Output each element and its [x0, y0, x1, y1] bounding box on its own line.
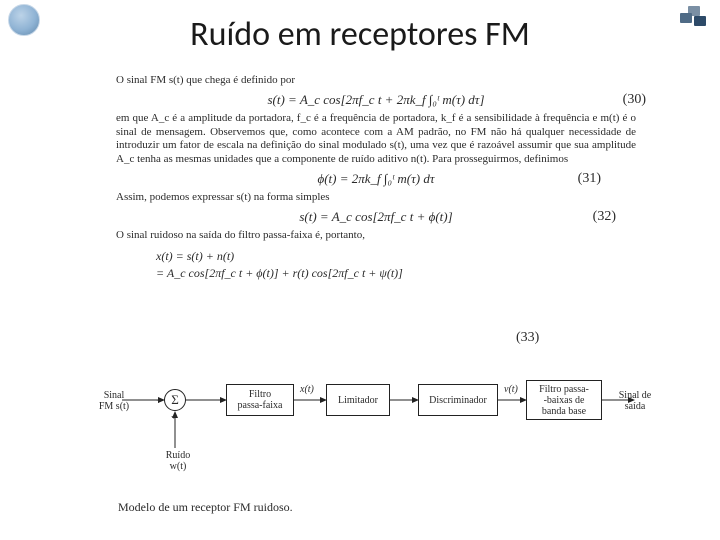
page-title: Ruído em receptores FM — [0, 14, 720, 55]
summing-junction: Σ — [164, 389, 186, 411]
sum-symbol: Σ — [171, 392, 179, 408]
equation-31: ϕ(t) = 2πk_f ∫₀ᵗ m(τ) dτ (31) — [116, 171, 636, 187]
equation-33b: = A_c cos[2πf_c t + ϕ(t)] + r(t) cos[2πf… — [156, 265, 636, 282]
equation-32-expr: s(t) = A_c cos[2πf_c t + ϕ(t)] — [299, 209, 452, 225]
equation-30-expr: s(t) = A_c cos[2πf_c t + 2πk_f ∫₀ᵗ m(τ) … — [267, 92, 484, 108]
paragraph-4: O sinal ruidoso na saída do filtro passa… — [116, 229, 636, 243]
paragraph-1: O sinal FM s(t) que chega é definido por — [116, 74, 636, 88]
equation-33a: x(t) = s(t) + n(t) — [156, 248, 636, 265]
diagram-caption: Modelo de um receptor FM ruidoso. — [118, 500, 293, 515]
box-lowpass-filter: Filtro passa- -baixas de banda base — [526, 380, 602, 420]
equation-33-block: x(t) = s(t) + n(t) = A_c cos[2πf_c t + ϕ… — [156, 248, 636, 282]
block-diagram: Sinal FM s(t) Σ + + Ruído w(t) x(t) v(t)… — [118, 370, 648, 490]
plus-left: + — [156, 396, 162, 407]
equation-33-ref: (33) — [516, 330, 539, 346]
paragraph-3: Assim, podemos expressar s(t) na forma s… — [116, 191, 636, 205]
box-discriminator: Discriminador — [418, 384, 498, 416]
equation-31-expr: ϕ(t) = 2πk_f ∫₀ᵗ m(τ) dτ — [317, 171, 434, 187]
signal-x: x(t) — [300, 384, 314, 395]
equation-30: s(t) = A_c cos[2πf_c t + 2πk_f ∫₀ᵗ m(τ) … — [116, 92, 636, 108]
paragraph-2: em que A_c é a amplitude da portadora, f… — [116, 112, 636, 167]
noise-label: Ruído w(t) — [158, 450, 198, 472]
box-bandpass-filter: Filtro passa-faixa — [226, 384, 294, 416]
signal-v: v(t) — [504, 384, 518, 395]
equation-31-ref: (31) — [578, 171, 601, 187]
content-area: O sinal FM s(t) que chega é definido por… — [116, 72, 636, 284]
equation-32: s(t) = A_c cos[2πf_c t + ϕ(t)] (32) — [116, 209, 636, 225]
plus-bottom: + — [171, 412, 177, 423]
output-label: Sinal de saída — [610, 390, 660, 412]
equation-30-ref: (30) — [623, 92, 646, 108]
equation-32-ref: (32) — [593, 209, 616, 225]
input-label: Sinal FM s(t) — [94, 390, 134, 412]
box-limiter: Limitador — [326, 384, 390, 416]
